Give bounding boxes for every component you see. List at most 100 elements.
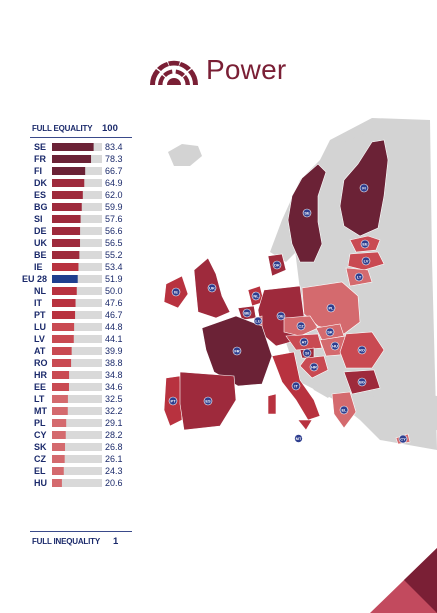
map-badge-label-SE: SE [304,210,310,215]
bar-label-LU: LU [34,322,46,332]
map-badge-CZ [296,321,306,331]
bar-PL [52,419,67,427]
map-badge-AT [299,337,309,347]
bar-label-ES: ES [34,190,46,200]
bar-value-FI: 66.7 [105,166,123,176]
map-italy-islands [267,393,313,431]
map-badge-LV [361,256,371,266]
map-badge-label-MT: MT [296,436,302,441]
map-badge-label-CZ: CZ [298,323,304,328]
bar-value-LT: 32.5 [105,394,123,404]
map-badge-BE [242,308,252,318]
map-badge-label-FI: FI [362,185,366,190]
map-badge-IE [171,287,181,297]
bar-LV [52,335,74,343]
map-labels: SE FI EE LV LT DK PL IE UK NL BE DE LU CZ SK FR AT HU SI HR… [168,183,408,444]
parliament-icon [149,60,199,85]
bar-DK [52,179,85,187]
map-badge-label-FR: FR [234,348,239,353]
bar-track-NL [52,287,102,295]
bar-FI [52,167,86,175]
bar-value-IE: 53.4 [105,262,123,272]
map-badge-label-IT: IT [294,383,298,388]
map-badge-MT [294,434,303,443]
bar-CZ [52,455,65,463]
map-badge-label-ES: ES [205,398,211,403]
bar-label-SE: SE [34,142,46,152]
bar-value-UK: 56.5 [105,238,123,248]
bar-label-FI: FI [34,166,42,176]
map-badge-label-HU: HU [332,343,338,348]
bar-value-BG: 59.9 [105,202,123,212]
bar-EL [52,467,64,475]
bar-FR [52,155,92,163]
map-badge-SK [325,327,335,337]
map-badge-label-BG: BG [359,379,365,384]
map-iceland [168,144,202,166]
full-inequality-header: FULL INEQUALITY 1 [32,536,118,547]
bar-value-RO: 38.8 [105,358,123,368]
full-equality-header: FULL EQUALITY 100 [32,123,118,134]
bar-track-HR [52,371,102,379]
bar-MT [52,407,68,415]
bar-label-BG: BG [34,202,48,212]
bar-value-IT: 47.6 [105,298,123,308]
bar-LU [52,323,75,331]
bar-BE [52,251,80,259]
map-badge-label-NL: NL [253,293,259,298]
bar-value-SI: 57.6 [105,214,123,224]
map-badge-FI [359,183,369,193]
bar-label-LT: LT [34,394,45,404]
map-badge-label-BE: BE [244,310,250,315]
map-badge-label-SI: SI [305,350,309,355]
map-badge-label-EL: EL [341,407,347,412]
map-badge-label-HR: HR [311,364,317,369]
bar-label-IE: IE [34,262,43,272]
bar-track-LV [52,335,102,343]
bar-track-EE [52,383,102,391]
bar-track-AT [52,347,102,355]
map-badge-label-DK: DK [274,262,280,267]
bar-track-HU [52,479,102,487]
europe-map: SE FI EE LV LT DK PL IE UK NL BE DE LU CZ SK FR AT HU SI HR… [163,118,437,450]
bar-value-HU: 20.6 [105,478,123,488]
bar-IE [52,263,79,271]
bar-track-CY [52,431,102,439]
bar-value-NL: 50.0 [105,286,123,296]
full-equality-value: 100 [102,123,118,134]
bar-rows: SE 83.4 FR 78.3 FI 66.7 DK 64.9 ES 62.0 BG 59.9 SI 57… [22,142,123,488]
bar-value-AT: 39.9 [105,346,123,356]
map-badge-PT [168,396,178,406]
bar-value-PL: 29.1 [105,418,123,428]
bar-RO [52,359,72,367]
map-turkey [362,392,437,432]
bar-label-HU: HU [34,478,47,488]
map-badge-HR [309,362,319,372]
title-block: Power [148,52,286,88]
map-badge-label-IE: IE [174,289,178,294]
bar-label-AT: AT [34,346,46,356]
bar-track-PL [52,419,102,427]
bar-value-PT: 46.7 [105,310,123,320]
map-badge-EE [360,239,370,249]
bar-EE [52,383,69,391]
bar-EU-28 [52,275,78,283]
map-badge-NL [251,291,261,301]
map-badge-UK [207,283,217,293]
map-badge-RO [357,345,367,355]
map-badge-EL [339,405,349,415]
bottom-rule [30,531,132,532]
bar-label-PL: PL [34,418,46,428]
bar-label-EE: EE [34,382,46,392]
bar-label-UK: UK [34,238,47,248]
bar-label-RO: RO [34,358,48,368]
bar-label-DE: DE [34,226,47,236]
bar-HR [52,371,70,379]
map-badge-label-RO: RO [359,347,365,352]
bar-value-SK: 26.8 [105,442,123,452]
bar-SK [52,443,66,451]
bar-track-LU [52,323,102,331]
bar-LT [52,395,68,403]
map-badge-SI [302,348,312,358]
